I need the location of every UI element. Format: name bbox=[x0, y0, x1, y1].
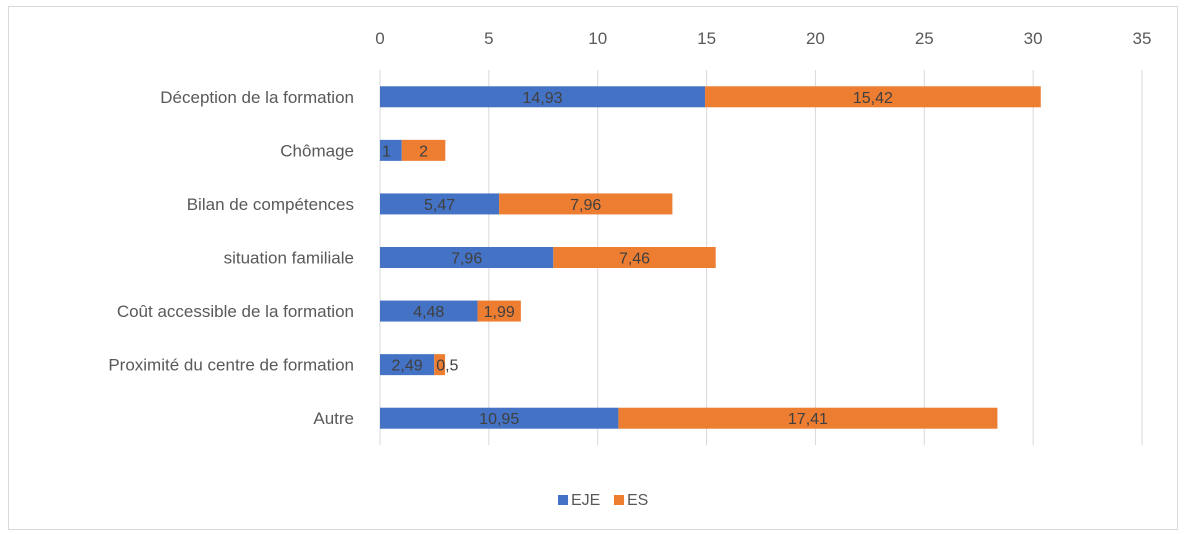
bar-es bbox=[553, 247, 716, 268]
data-label: 17,41 bbox=[788, 411, 828, 428]
category-label: situation familiale bbox=[224, 249, 354, 268]
x-tick-label: 5 bbox=[484, 29, 493, 48]
data-label: 2 bbox=[419, 143, 428, 160]
bar-eje bbox=[380, 354, 435, 376]
bar-es bbox=[434, 354, 446, 376]
bar-es bbox=[705, 86, 1041, 108]
x-tick-label: 20 bbox=[806, 29, 825, 48]
data-labels: 14,93 15,42 1 2 5,47 7,96 7,96 7,46 4,48 1,99 2,49… bbox=[382, 90, 893, 428]
bar-eje bbox=[380, 86, 706, 108]
data-label: 2,49 bbox=[392, 358, 423, 375]
legend-label: ES bbox=[627, 492, 648, 509]
bars bbox=[380, 86, 1041, 429]
data-label: 0,5 bbox=[436, 358, 458, 375]
category-label: Coût accessible de la formation bbox=[117, 302, 354, 321]
legend: EJE ES bbox=[558, 492, 648, 509]
x-tick-label: 25 bbox=[915, 29, 934, 48]
x-tick-label: 15 bbox=[697, 29, 716, 48]
bar-eje bbox=[380, 139, 402, 161]
data-label: 15,42 bbox=[853, 90, 893, 107]
data-label: 1,99 bbox=[484, 304, 515, 321]
category-label: Autre bbox=[313, 409, 354, 428]
category-labels: Déception de la formation Chômage Bilan de… bbox=[108, 88, 354, 428]
grid-lines bbox=[379, 70, 1143, 445]
data-label: 7,96 bbox=[451, 251, 482, 268]
category-label: Déception de la formation bbox=[160, 88, 354, 107]
legend-label: EJE bbox=[571, 492, 600, 509]
x-tick-label: 10 bbox=[588, 29, 607, 48]
bar-eje bbox=[380, 247, 554, 268]
x-tick-label: 30 bbox=[1024, 29, 1043, 48]
x-tick-label: 35 bbox=[1133, 29, 1152, 48]
bar-eje bbox=[380, 300, 478, 322]
category-label: Proximité du centre de formation bbox=[108, 356, 354, 375]
bar-es bbox=[499, 193, 673, 215]
x-tick-label: 0 bbox=[375, 29, 384, 48]
data-label: 4,48 bbox=[413, 304, 444, 321]
bar-es bbox=[401, 139, 446, 161]
legend-swatch-es bbox=[614, 495, 624, 505]
data-label: 7,46 bbox=[619, 251, 650, 268]
x-axis-ticks: 0 5 10 15 20 25 30 35 bbox=[375, 29, 1151, 48]
data-label: 7,96 bbox=[570, 197, 601, 214]
data-label: 1 bbox=[382, 143, 391, 160]
bar-eje bbox=[380, 407, 619, 429]
bar-eje bbox=[380, 193, 500, 215]
category-label: Chômage bbox=[280, 141, 354, 160]
data-label: 10,95 bbox=[479, 411, 519, 428]
category-label: Bilan de compétences bbox=[187, 195, 354, 214]
data-label: 5,47 bbox=[424, 197, 455, 214]
bar-es bbox=[618, 407, 998, 429]
bar-es bbox=[477, 300, 521, 322]
legend-swatch-eje bbox=[558, 495, 568, 505]
data-label: 14,93 bbox=[523, 90, 563, 107]
